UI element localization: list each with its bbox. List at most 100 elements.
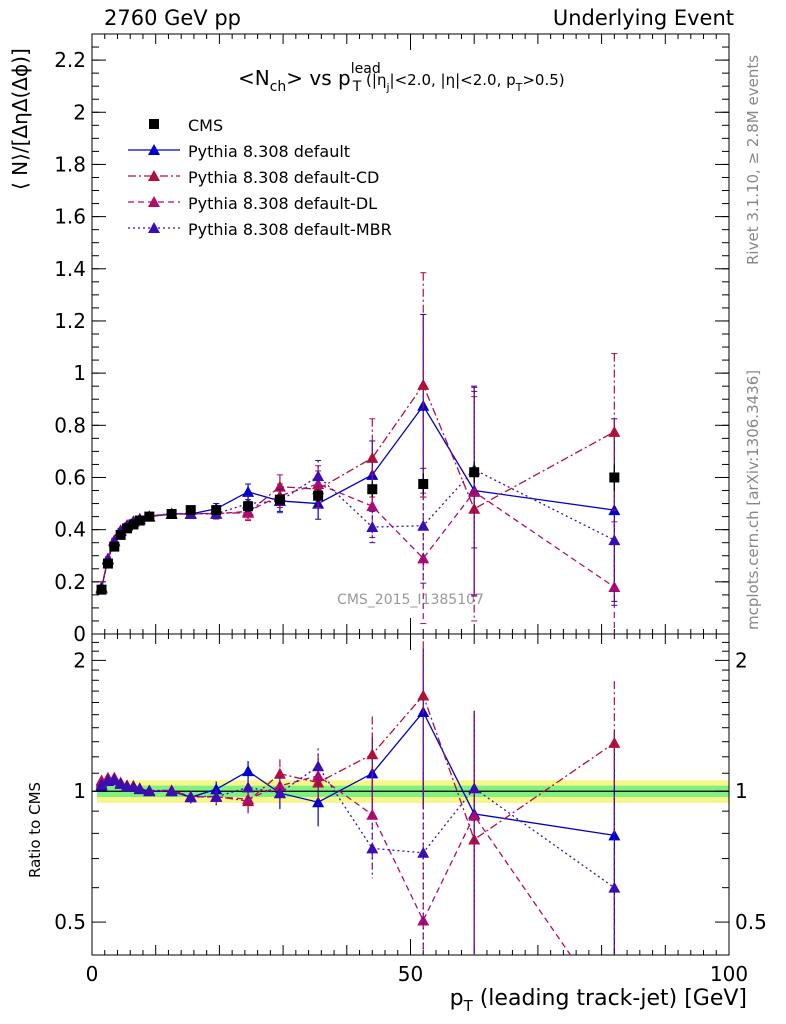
data-point [366,500,379,512]
data-point [144,511,155,522]
series-pythia-8-308-default-dl [95,386,621,634]
data-point [608,425,621,437]
legend-marker [148,222,160,233]
ratio-point [210,790,223,802]
ratio-point [417,846,430,858]
legend-marker [148,170,160,181]
series-line [100,383,615,588]
data-point [418,479,429,489]
ratio-point [127,780,140,792]
data-point [122,523,133,534]
rivet-version-label: Rivet 3.1.10, ≥ 2.8M events [744,54,762,265]
ratio-y-tick-label: 0.5 [54,910,86,934]
data-point [312,470,325,482]
ratio-point [273,787,286,799]
series-pythia-8-308-default-mbr [95,390,621,606]
legend-label: Pythia 8.308 default-DL [188,194,377,213]
plot-title-text: <Nch> vs plead T (|ηj|<2.0, |η|<2.0, pT>0… [238,61,565,95]
ratio-point [242,765,255,777]
ratio-point [143,784,156,796]
series-line [100,468,615,589]
data-point [469,467,480,478]
ratio-point [108,773,121,785]
header-energy: 2760 GeV pp [104,6,242,30]
ratio-series-pythia-8-308-default-mbr [95,714,621,955]
data-point [366,521,379,533]
ratio-point [165,784,178,796]
ratio-y-axis-label: Ratio to CMS [26,781,44,878]
ratio-point [312,796,325,808]
data-point [115,529,126,540]
main-y-tick-label: 0 [73,622,86,646]
ratio-point [312,760,325,772]
ratio-series-pythia-8-308-default [95,648,621,955]
data-point [134,515,145,526]
ratio-point [608,881,621,893]
ratio-point [417,689,430,701]
ratio-point [468,833,481,845]
legend-label: Pythia 8.308 default [188,142,350,161]
data-point [109,541,120,552]
ratio-point [608,736,621,748]
data-point [185,505,196,516]
header-analysis: Underlying Event [552,6,734,30]
ratio-series-line [101,694,615,841]
ratio-series-pythia-8-308-default-dl [95,711,620,1024]
ratio-point [273,779,286,791]
legend-marker [148,144,160,155]
data-point [96,584,107,595]
data-point [366,451,379,463]
main-y-tick-label: 1 [73,361,86,385]
watermark: CMS_2015_I1385107 [337,592,484,608]
data-point [417,552,430,564]
data-point [313,490,324,501]
mcplots-label: mcplots.cern.ch [arXiv:1306.3436] [744,369,762,630]
data-point [243,501,254,512]
plot-title: <Nch> vs plead T (|ηj|<2.0, |η|<2.0, pT>0… [238,61,565,95]
legend-marker [148,196,160,207]
main-y-tick-label: 2.2 [54,48,86,72]
series-line [100,404,615,589]
ratio-point [114,777,127,789]
data-point [608,534,621,546]
ratio-y-axis: 0.5 0.5 1 1 2 2 [54,641,767,934]
main-y-tick-label: 2 [73,100,86,124]
ratio-point [417,914,430,926]
data-point [102,558,113,569]
main-y-tick-label: 1.2 [54,309,86,333]
x-tick-label: 100 [710,962,748,986]
ratio-y-tick-label: 1 [73,779,86,803]
series-pythia-8-308-default [95,313,621,602]
x-axis-label: pT (leading track-jet) [GeV] [450,986,747,1015]
data-point [242,485,255,497]
data-point [609,472,620,483]
ratio-point [468,782,481,794]
data-point [468,485,481,497]
data-point [274,494,285,505]
main-y-tick-label: 1.8 [54,152,86,176]
ratio-point [366,767,379,779]
ratio-point [366,748,379,760]
x-tick-label: 50 [398,962,423,986]
legend-label: CMS [188,116,223,135]
ratio-point [184,790,197,802]
data-point [166,509,177,519]
series-cms [96,461,620,595]
ratio-point [608,1013,620,1024]
data-point [128,519,139,530]
ratio-point [242,781,255,793]
main-y-axis: 0 0.2 0.4 0.6 0.8 1 1.2 1.4 1.6 1.8 2 2.2 [54,46,729,646]
ratio-y-tick-label-right: 2 [735,648,748,672]
ratio-point [242,793,255,805]
x-tick-label: 0 [86,962,99,986]
data-point [417,519,430,531]
main-y-tick-label: 0.6 [54,465,86,489]
ratio-point [95,778,108,790]
ratio-y-tick-label: 2 [73,648,86,672]
legend-label: Pythia 8.308 default-MBR [188,220,392,239]
main-y-tick-label: 1.4 [54,257,86,281]
data-point [417,378,430,390]
legend-marker [149,119,159,129]
